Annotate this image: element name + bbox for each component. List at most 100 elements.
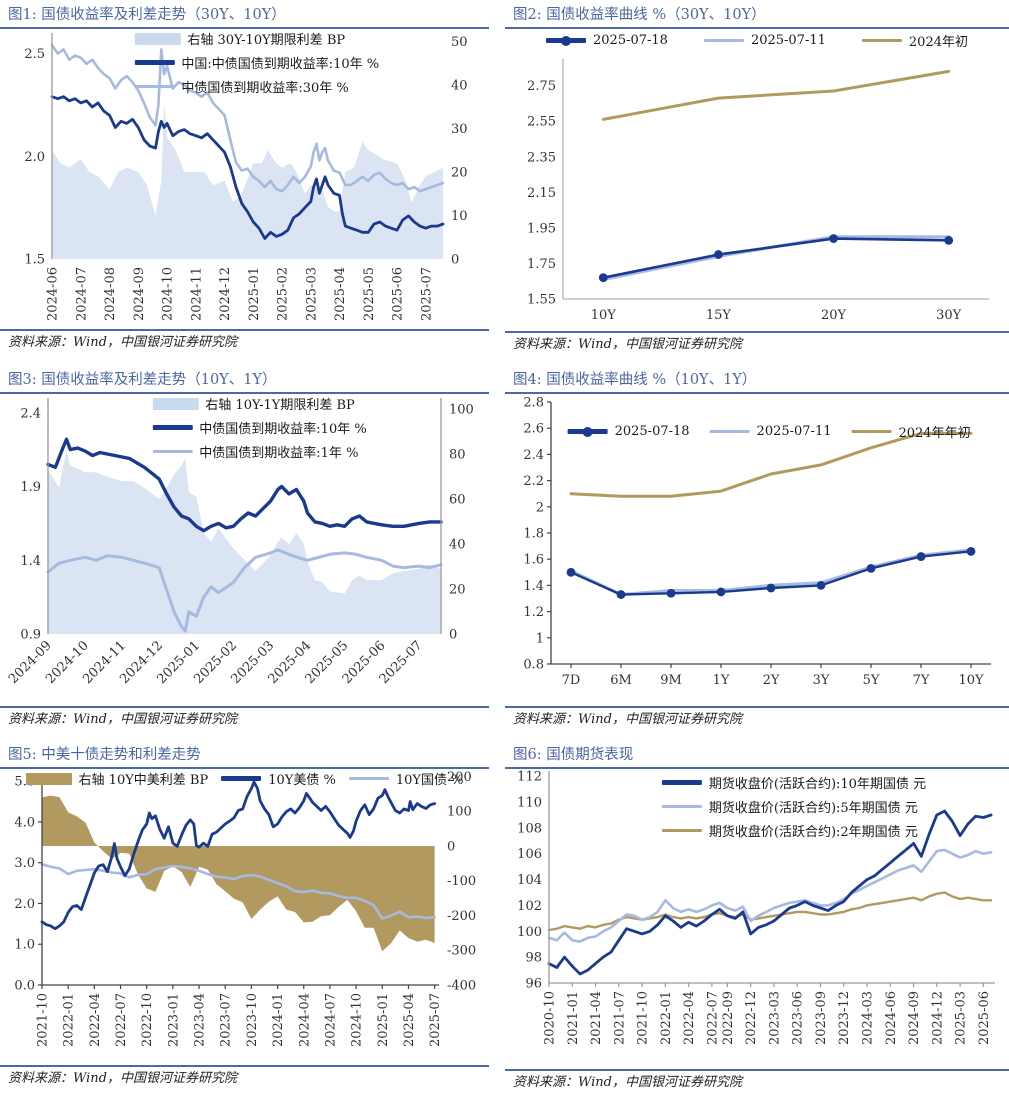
figure-4-source: 资料来源：Wind，中国银河证券研究院 (505, 706, 1009, 735)
svg-text:2024-07: 2024-07 (74, 267, 89, 321)
line-swatch-icon (661, 829, 702, 833)
svg-text:10: 10 (451, 209, 468, 224)
line-swatch-icon (709, 430, 750, 434)
legend-item: 10Y美债 % (221, 769, 336, 788)
svg-text:100: 100 (447, 805, 472, 820)
svg-text:30: 30 (451, 122, 468, 137)
figure-5-source: 资料来源：Wind，中国银河证券研究院 (0, 1065, 489, 1094)
figure-4-chart-area: 2025-07-18 2025-07-11 2024年年初 0.8 1 1.2 1.4 1.… (505, 394, 1009, 706)
figure-6-line-chart: 96 98 100 102 104 106 108 110 112 2020-10 2021-01 2… (517, 770, 995, 1045)
svg-text:-100: -100 (447, 874, 476, 889)
svg-text:2025-04: 2025-04 (333, 267, 348, 321)
svg-text:2021-10: 2021-10 (636, 991, 651, 1045)
svg-text:2.4: 2.4 (20, 406, 41, 421)
svg-text:2.6: 2.6 (523, 422, 544, 437)
svg-text:2025-07: 2025-07 (428, 993, 443, 1047)
svg-text:1.5: 1.5 (24, 253, 45, 268)
legend-item: 期货收盘价(活跃合约):10年期国债 元 (661, 773, 926, 792)
svg-text:2024-06: 2024-06 (884, 991, 899, 1045)
svg-text:2025-04: 2025-04 (402, 993, 417, 1047)
figure-1-line-area-chart: 1.5 2.0 2.5 0 10 20 30 40 50 2024-06 2024-07 2024-0… (24, 33, 468, 321)
svg-text:80: 80 (449, 448, 466, 463)
svg-text:0.9: 0.9 (20, 628, 41, 643)
source-text: 资料来源：Wind，中国银河证券研究院 (8, 712, 237, 728)
legend-label: 中债国债到期收益率:10年 % (199, 422, 367, 438)
svg-text:2.0: 2.0 (14, 897, 35, 912)
legend-item: 2025-07-11 (703, 33, 826, 49)
legend-item: 期货收盘价(活跃合约):2年期国债 元 (661, 821, 918, 840)
svg-text:2020-10: 2020-10 (543, 991, 558, 1045)
svg-text:2: 2 (536, 500, 544, 515)
svg-text:100: 100 (449, 403, 474, 418)
svg-text:2024-10: 2024-10 (161, 267, 176, 321)
figure-6-title: 图6: 国债期货表现 (505, 740, 1009, 770)
svg-text:2023-12: 2023-12 (837, 991, 852, 1045)
area-swatch-icon (134, 32, 181, 45)
svg-text:2023-04: 2023-04 (193, 993, 208, 1047)
svg-text:2.15: 2.15 (527, 186, 556, 201)
svg-text:1.75: 1.75 (527, 257, 556, 272)
legend-label: 右轴 10Y-1Y期限利差 BP (205, 398, 355, 414)
legend-label: 右轴 10Y中美利差 BP (78, 773, 209, 789)
svg-text:2Y: 2Y (763, 673, 780, 688)
svg-text:2024-08: 2024-08 (103, 267, 118, 321)
svg-text:110: 110 (517, 796, 542, 811)
svg-text:2023-01: 2023-01 (166, 993, 181, 1047)
figure-2-legend: 2025-07-18 2025-07-11 2024年初 (546, 31, 968, 50)
svg-text:2.0: 2.0 (24, 150, 45, 165)
figure-1-source: 资料来源：Wind，中国银河证券研究院 (0, 329, 489, 358)
svg-text:2025-01: 2025-01 (376, 993, 391, 1047)
marker-dot-icon (561, 35, 571, 46)
svg-text:1.4: 1.4 (20, 554, 41, 569)
figure-6-legend: 期货收盘价(活跃合约):10年期国债 元期货收盘价(活跃合约):5年期国债 元期… (661, 773, 926, 840)
legend-item: 2024年年初 (851, 422, 971, 441)
area-swatch-icon (152, 397, 199, 410)
svg-text:2024-10: 2024-10 (350, 993, 365, 1047)
svg-text:2024-12: 2024-12 (218, 267, 233, 321)
svg-text:2023-09: 2023-09 (814, 991, 829, 1045)
line-swatch-icon (134, 85, 175, 89)
marker-dot-icon (582, 426, 593, 437)
legend-label: 2025-07-11 (750, 33, 826, 49)
source-text: 资料来源：Wind，中国银河证券研究院 (513, 1075, 742, 1091)
legend-label: 2024年初 (908, 35, 968, 51)
figure-5-chart-area: 右轴 10Y中美利差 BP 10Y美债 % 10Y国债 % 0.0 1.0 2.0 3.0… (0, 769, 489, 1065)
svg-text:7D: 7D (562, 673, 581, 688)
svg-text:1.8: 1.8 (523, 527, 544, 542)
legend-label: 中债国债到期收益率:1年 % (199, 446, 359, 462)
svg-text:20: 20 (449, 583, 466, 598)
svg-text:2022-04: 2022-04 (88, 993, 103, 1047)
svg-text:2022-01: 2022-01 (62, 993, 77, 1047)
svg-text:40: 40 (449, 538, 466, 553)
svg-text:2024-12: 2024-12 (930, 991, 945, 1045)
legend-item: 中债国债到期收益率:30年 % (134, 77, 349, 96)
figure-6: 图6: 国债期货表现 期货收盘价(活跃合约):10年期国债 元期货收盘价(活跃合… (505, 740, 1009, 1098)
svg-text:2.5: 2.5 (24, 47, 45, 62)
svg-text:15Y: 15Y (706, 308, 732, 323)
svg-text:-200: -200 (447, 909, 476, 924)
svg-text:2022-01: 2022-01 (659, 991, 674, 1045)
figure-4-legend: 2025-07-18 2025-07-11 2024年年初 (567, 422, 971, 441)
figure-6-chart-area: 期货收盘价(活跃合约):10年期国债 元期货收盘价(活跃合约):5年期国债 元期… (505, 769, 1009, 1069)
legend-label: 2025-07-18 (614, 424, 690, 440)
svg-text:2.55: 2.55 (527, 115, 556, 130)
figure-2-chart-area: 2025-07-18 2025-07-11 2024年初 1.55 1.75 1.95 2… (505, 29, 1009, 331)
figure-2-line-chart: 1.55 1.75 1.95 2.15 2.35 2.55 2.75 10Y 15Y 20Y 30Y (527, 59, 989, 323)
svg-text:0: 0 (447, 840, 455, 855)
source-text: 资料来源：Wind，中国银河证券研究院 (513, 337, 742, 353)
area-swatch-icon (25, 772, 72, 785)
line-swatch-icon (221, 776, 262, 781)
line-swatch-icon (703, 39, 744, 43)
figure-3-source: 资料来源：Wind，中国银河证券研究院 (0, 706, 489, 735)
figure-1-title: 图1: 国债收益率及利差走势（30Y、10Y） (0, 0, 489, 30)
line-swatch-icon (152, 450, 193, 454)
svg-text:2025-01: 2025-01 (247, 267, 262, 321)
legend-item: 2024年初 (861, 31, 968, 51)
line-swatch-icon (348, 777, 389, 781)
svg-text:0: 0 (451, 253, 459, 268)
legend-label: 10Y美债 % (268, 773, 336, 789)
svg-text:104: 104 (517, 873, 542, 888)
svg-text:2024-03: 2024-03 (861, 991, 876, 1045)
figure-4-title: 图4: 国债收益率曲线 %（10Y、1Y） (505, 365, 1009, 395)
legend-label: 期货收盘价(活跃合约):5年期国债 元 (708, 801, 918, 817)
